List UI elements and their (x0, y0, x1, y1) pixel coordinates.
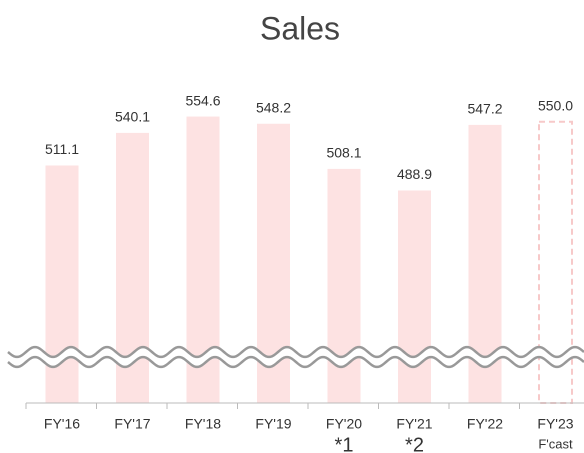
x-tick-label: FY'18 (185, 416, 221, 432)
bar (398, 190, 431, 403)
category-note: F'cast (538, 436, 573, 451)
x-tick-label: FY'23 (537, 416, 573, 432)
data-label: 511.1 (45, 141, 79, 157)
x-tick-label: FY'17 (114, 416, 150, 432)
data-label: 554.6 (185, 92, 220, 108)
axis-break-line (7, 345, 584, 359)
x-tick-label: FY'22 (467, 416, 503, 432)
data-label: 547.2 (467, 101, 502, 117)
x-tick-label: FY'21 (396, 416, 432, 432)
data-label: 488.9 (397, 166, 432, 182)
data-label: 508.1 (326, 145, 361, 161)
x-tick-label: FY'16 (44, 416, 80, 432)
category-note: *1 (335, 434, 354, 453)
x-tick-label: FY'19 (255, 416, 291, 432)
bar (327, 168, 361, 403)
x-tick-label: FY'20 (326, 416, 362, 432)
data-label: 548.2 (256, 99, 291, 115)
data-label: 540.1 (115, 109, 150, 125)
chart-title: Sales (260, 10, 340, 46)
axis-break-line (7, 355, 584, 369)
data-label: 550.0 (538, 97, 573, 113)
category-note: *2 (405, 434, 424, 453)
